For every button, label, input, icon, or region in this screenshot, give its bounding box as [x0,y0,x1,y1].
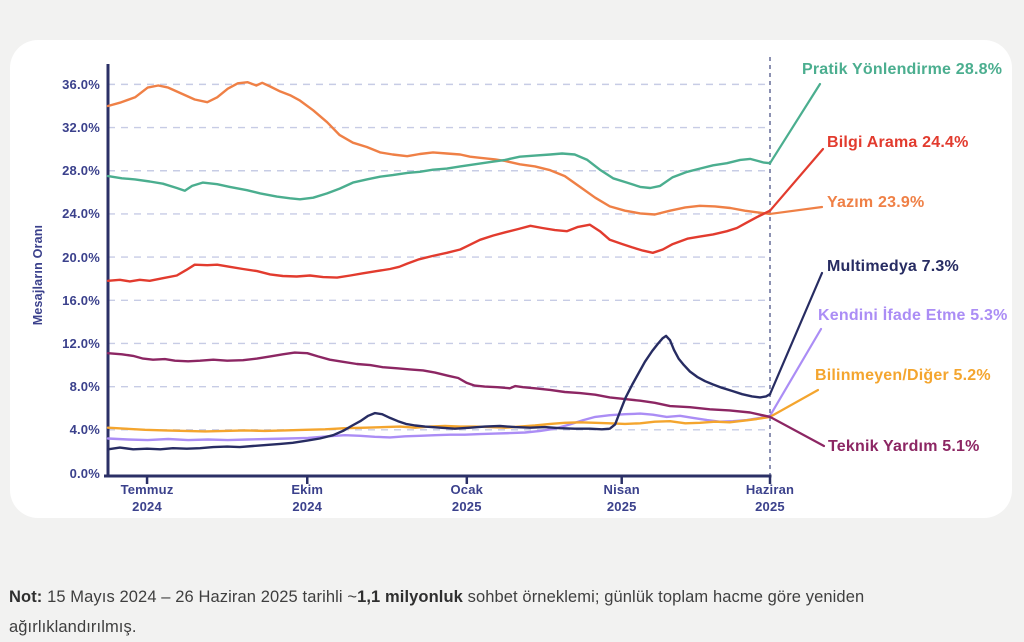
label-leader-kendini-ifade-etme [768,327,823,417]
series-line-yazim [106,80,772,216]
label-leader-bilinmeyen-diger [768,388,820,418]
line-chart [104,57,826,484]
series-line-multimedya [106,334,772,451]
label-leader-teknik-yardim [768,415,826,448]
series-line-bilgi-arama [106,209,772,283]
series-line-teknik-yardim [106,351,772,419]
label-leader-bilgi-arama [768,147,825,212]
series-line-pratik-yonlendirme [106,152,772,201]
label-leader-yazim [768,205,824,216]
series-line-kendini-ifade-etme [106,412,772,442]
label-leader-multimedya [768,271,824,396]
label-leader-pratik-yonlendirme [768,82,822,165]
